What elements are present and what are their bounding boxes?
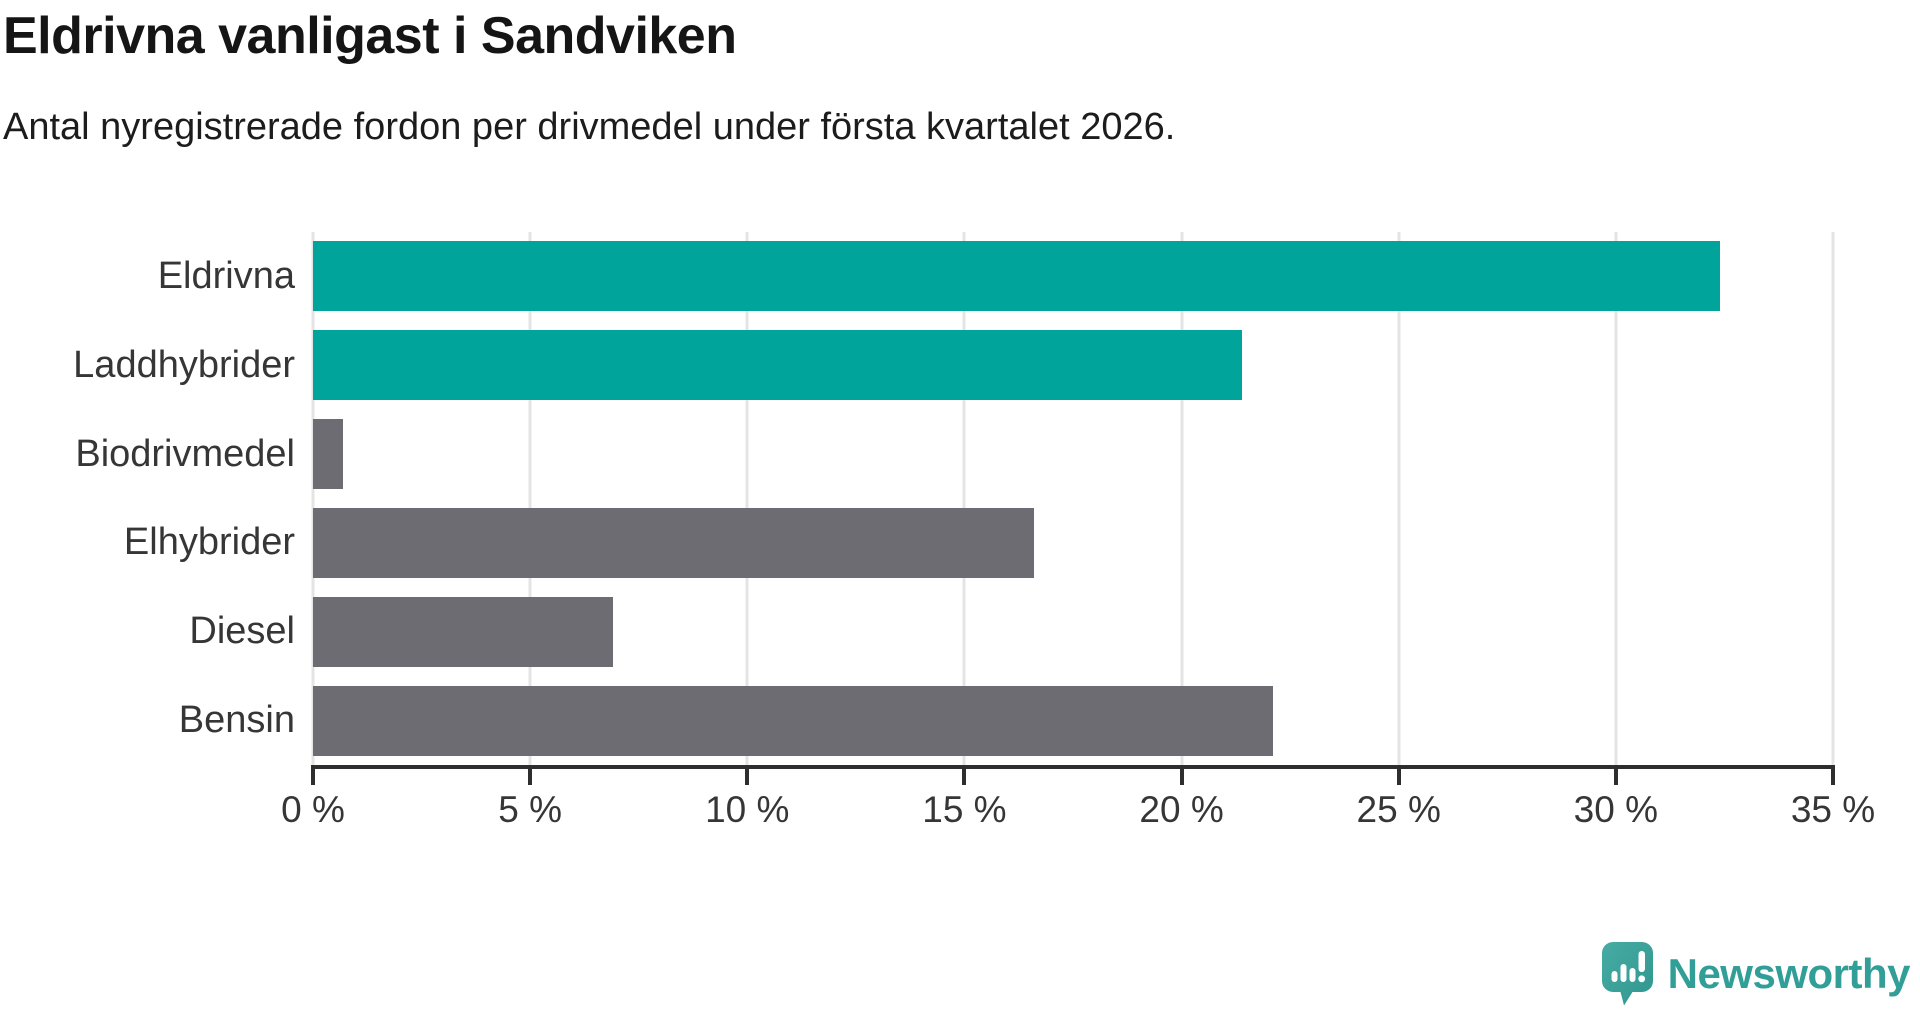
bar-chart: Eldrivna Laddhybrider Biodrivmedel Elhybrid… [0, 232, 1920, 832]
x-axis-tick [311, 769, 315, 785]
x-axis-tick-label: 0 % [281, 789, 345, 830]
category-label: Eldrivna [157, 254, 295, 297]
brand-wordmark: Newsworthy [1667, 950, 1911, 997]
x-axis-tick [528, 769, 533, 785]
bar-rows [313, 232, 1833, 765]
x-axis-tick [1179, 769, 1184, 785]
category-label: Diesel [189, 610, 295, 653]
category-label: Elhybrider [123, 521, 295, 564]
gridline [745, 232, 749, 765]
x-axis-tick-label: 25 % [1356, 789, 1441, 830]
bar-laddhybrider [313, 330, 1243, 401]
x-axis-tick [1613, 769, 1618, 785]
exclamation-dot [1637, 975, 1645, 983]
newsworthy-logo-link[interactable]: Newsworthy [1601, 942, 1911, 1006]
x-axis-tick-label: 20 % [1139, 789, 1224, 830]
bar-row [313, 587, 1833, 676]
chart-title: Eldrivna vanligast i Sandviken [3, 7, 737, 65]
category-label: Bensin [178, 699, 295, 742]
exclamation-stem [1638, 951, 1645, 972]
bar-eldrivna [313, 241, 1721, 312]
gridline [1831, 232, 1835, 765]
mini-bar-3 [1629, 968, 1636, 982]
x-axis-tick-label: 35 % [1790, 789, 1876, 830]
x-axis-tick-label: 10 % [705, 789, 790, 830]
category-label: Laddhybrider [73, 343, 295, 386]
bar-bensin [313, 685, 1273, 756]
x-axis-tick-label: 5 % [498, 789, 563, 830]
x-axis-tick [1831, 769, 1835, 785]
chart-subtitle: Antal nyregistrerade fordon per drivmede… [3, 106, 1176, 148]
category-labels: Eldrivna Laddhybrider Biodrivmedel Elhybrid… [0, 232, 295, 765]
plot-area: 0 % 5 % 10 % 15 % 20 % 25 % 30 % 35 % [281, 232, 1875, 830]
gridline [528, 232, 532, 765]
mini-bar-2 [1620, 964, 1627, 982]
bar-diesel [313, 596, 613, 667]
bar-row [313, 232, 1833, 321]
newsworthy-speech-bubble-chart-icon [1601, 942, 1654, 1006]
bar-elhybrider [313, 507, 1034, 578]
speech-bubble-shape [1601, 942, 1653, 1006]
gridline [1397, 232, 1401, 765]
gridline [311, 232, 315, 765]
gridline [1180, 232, 1184, 765]
x-axis-tick [1396, 769, 1401, 785]
x-axis-tick [745, 769, 750, 785]
bar-row [313, 498, 1833, 587]
bar-biodrivmedel [313, 419, 344, 490]
mini-bar-1 [1611, 971, 1618, 982]
gridline [1614, 232, 1618, 765]
x-axis-tick-label: 15 % [922, 789, 1007, 830]
x-axis-tick-label: 30 % [1573, 789, 1659, 830]
bar-row [313, 676, 1833, 765]
gridline [962, 232, 966, 765]
bar-row [313, 321, 1833, 410]
category-label: Biodrivmedel [75, 432, 295, 475]
bar-row [313, 410, 1833, 499]
x-axis-line [311, 765, 1835, 769]
x-axis-tick [962, 769, 967, 785]
